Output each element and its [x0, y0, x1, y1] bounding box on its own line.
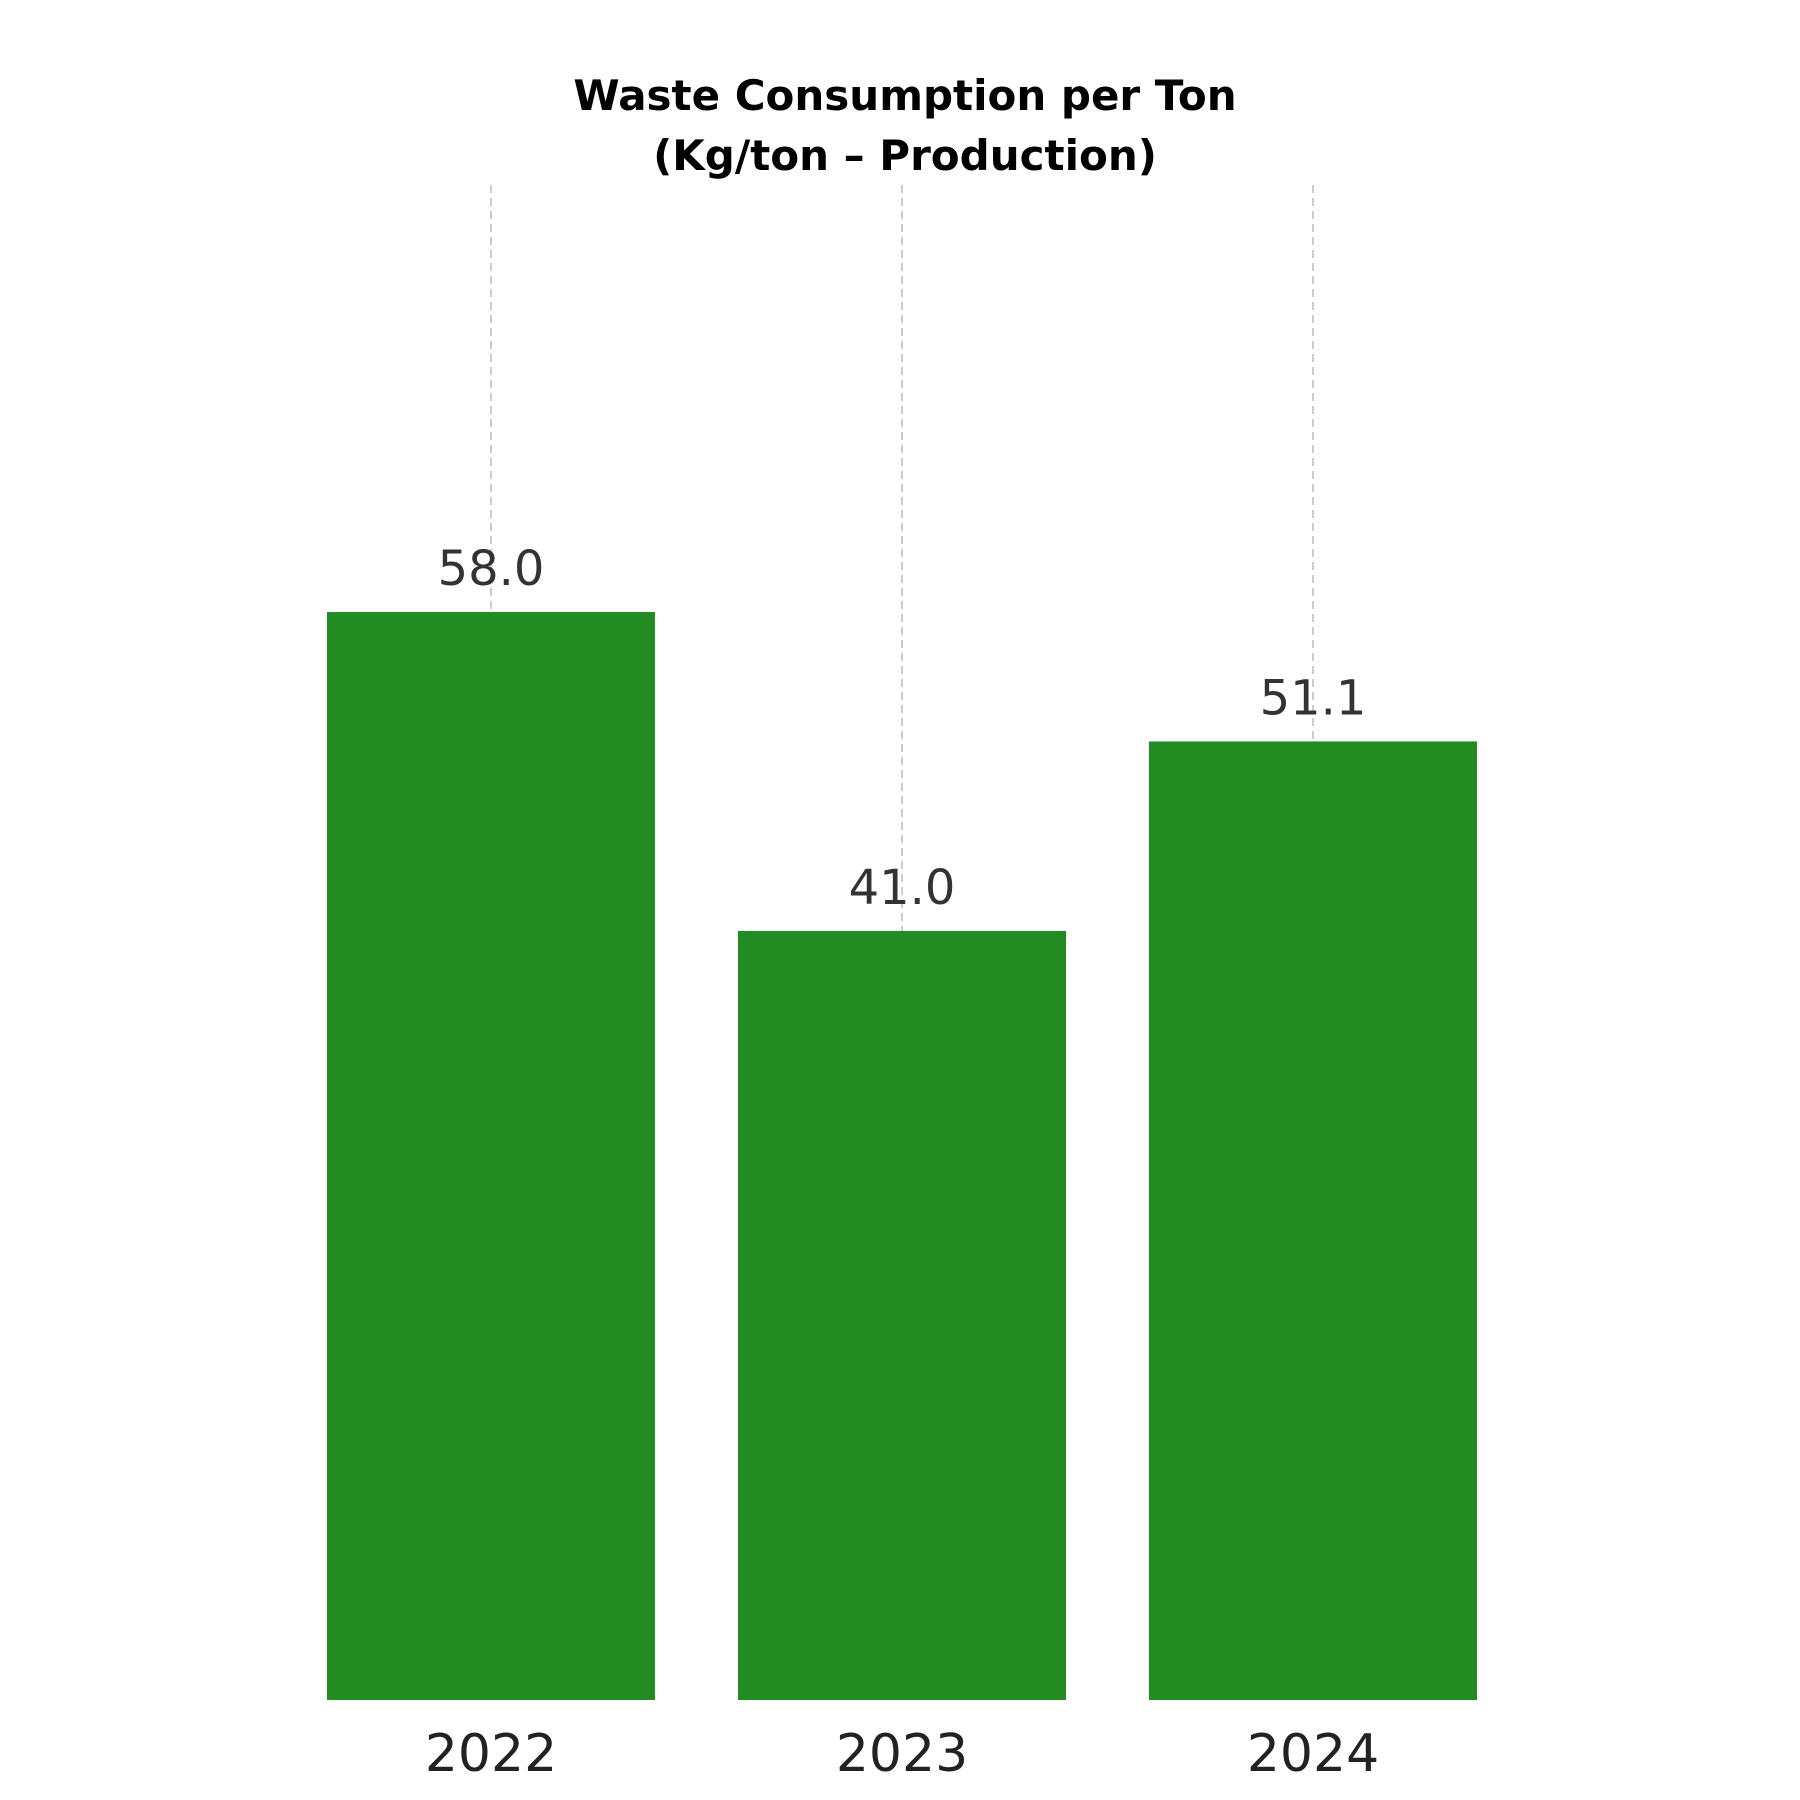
value-label-2023: 41.0 — [849, 860, 956, 916]
value-labels: 58.0 41.0 51.1 — [438, 541, 1367, 916]
x-tick-label-2023: 2023 — [836, 1724, 968, 1784]
value-label-2024: 51.1 — [1260, 670, 1367, 726]
x-axis-tick-labels: 2022 2023 2024 — [425, 1724, 1379, 1784]
x-tick-label-2022: 2022 — [425, 1724, 557, 1784]
bar-2023 — [738, 930, 1066, 1700]
chart-subtitle: (Kg/ton – Production) — [653, 131, 1157, 180]
bar-2022 — [327, 612, 655, 1700]
bars — [327, 612, 1477, 1700]
x-tick-label-2024: 2024 — [1247, 1724, 1379, 1784]
chart-title: Waste Consumption per Ton — [573, 71, 1236, 120]
value-label-2022: 58.0 — [438, 541, 545, 597]
bar-2024 — [1149, 741, 1477, 1700]
